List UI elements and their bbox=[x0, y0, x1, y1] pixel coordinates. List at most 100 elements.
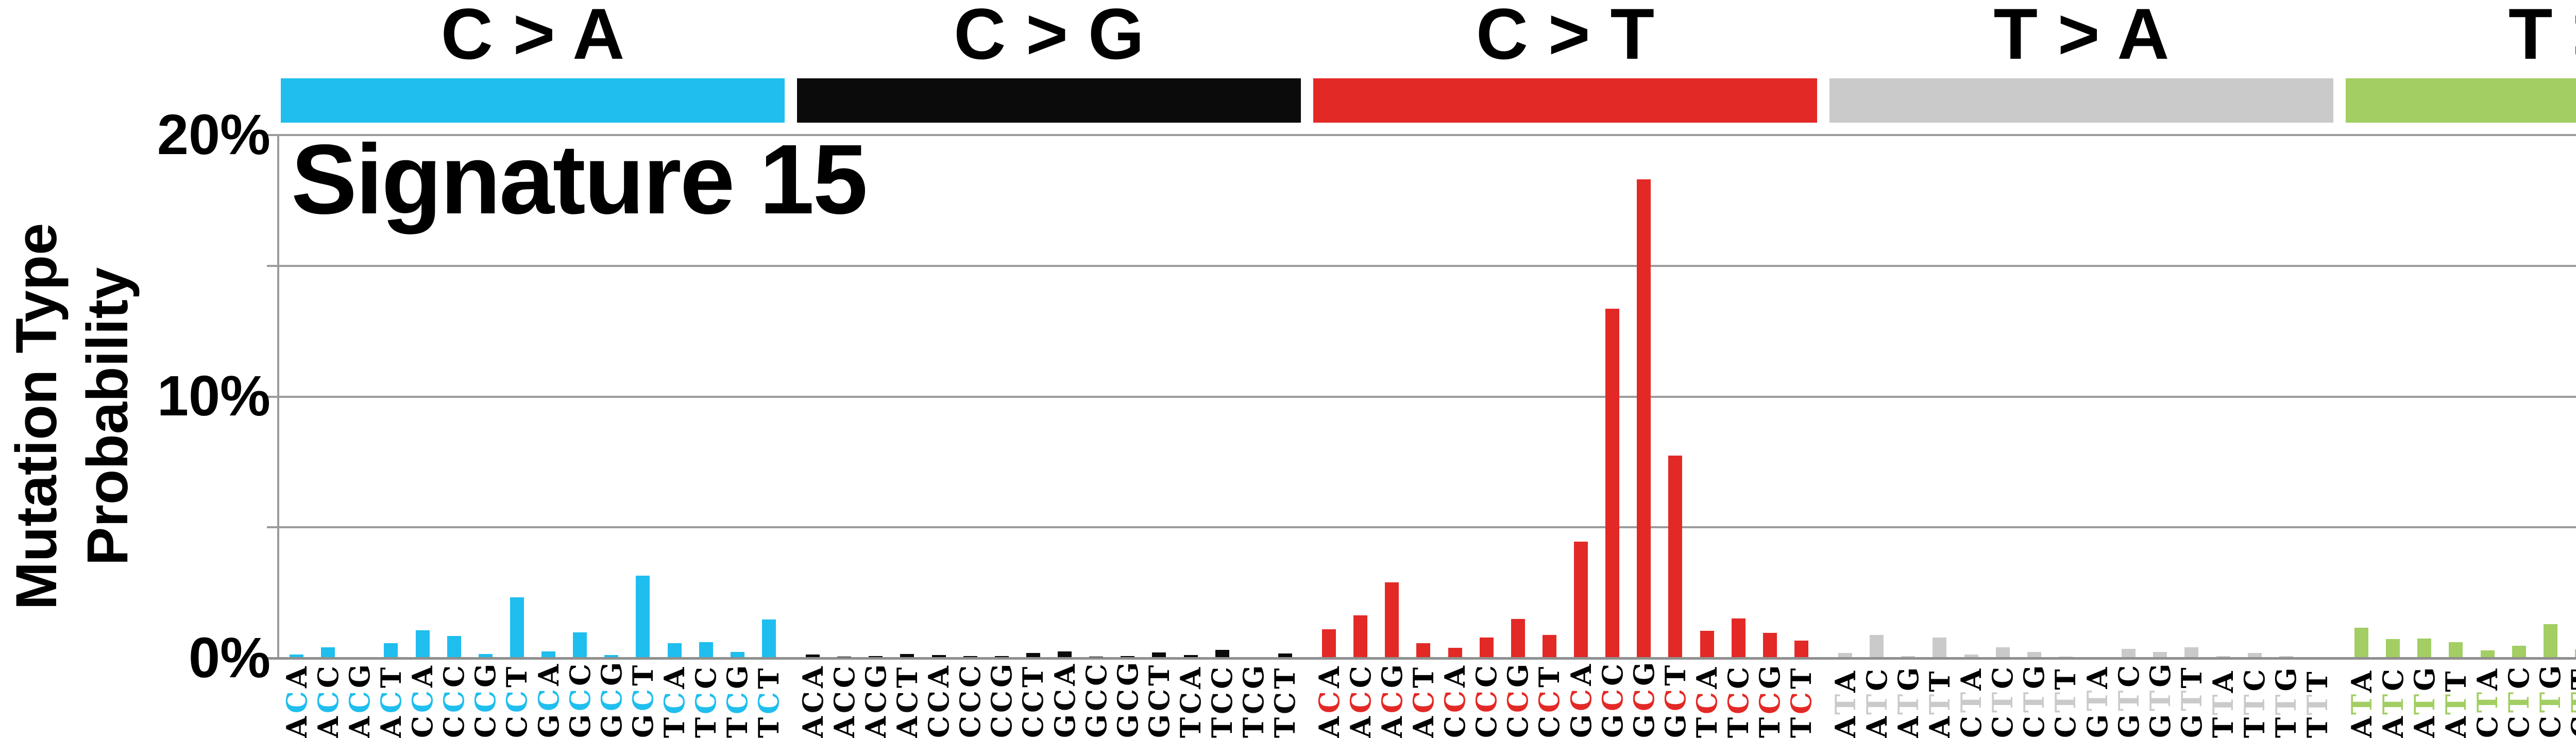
bar-C>T-GCT bbox=[1668, 456, 1683, 658]
context-base: T bbox=[2565, 690, 2576, 713]
x-tick-label-ACT: ACT bbox=[374, 664, 408, 738]
context-base: C bbox=[1690, 689, 1724, 714]
bar-C>T-GCA bbox=[1574, 542, 1588, 658]
context-base: A bbox=[1375, 713, 1409, 738]
context-base: A bbox=[311, 713, 345, 738]
context-base: C bbox=[1406, 688, 1440, 714]
context-base: C bbox=[658, 689, 691, 714]
context-base: C bbox=[954, 713, 987, 738]
x-tick-label-TCC: TCC bbox=[1722, 664, 1755, 738]
context-base: A bbox=[1860, 715, 1893, 738]
x-tick-label-TCG: TCG bbox=[1753, 662, 1787, 738]
context-base: G bbox=[2143, 711, 2177, 738]
context-base: T bbox=[374, 664, 408, 689]
context-base: C bbox=[311, 688, 345, 714]
context-base: C bbox=[469, 713, 502, 738]
context-base: T bbox=[1753, 714, 1787, 738]
context-base: A bbox=[280, 713, 313, 738]
x-tick-label-GTG: GTG bbox=[2143, 661, 2177, 738]
context-base: A bbox=[532, 661, 565, 686]
context-base: C bbox=[1955, 713, 1988, 738]
context-base: C bbox=[1142, 685, 1176, 711]
x-tick-label-TCT: TCT bbox=[1268, 665, 1301, 738]
context-base: C bbox=[1438, 687, 1472, 713]
x-tick-label-ATT: ATT bbox=[2439, 668, 2472, 738]
bar-T>C-ATG bbox=[2417, 639, 2432, 658]
x-tick-label-GCG: GCG bbox=[1628, 659, 1660, 738]
context-base: C bbox=[1079, 660, 1113, 686]
x-tick-label-CCT: CCT bbox=[1533, 664, 1566, 738]
bar-C>A-GCG bbox=[604, 655, 619, 658]
bar-T>A-GTG bbox=[2153, 652, 2167, 658]
bar-T>A-CTA bbox=[1964, 655, 1978, 658]
bar-C>G-GCA bbox=[1058, 651, 1072, 658]
context-base: G bbox=[2408, 664, 2441, 691]
bar-T>A-GTC bbox=[2122, 649, 2136, 658]
context-base: C bbox=[626, 685, 659, 711]
bar-T>A-ATT bbox=[1933, 638, 1947, 658]
context-base: G bbox=[1501, 660, 1535, 688]
context-base: T bbox=[1690, 714, 1724, 738]
context-base: T bbox=[2018, 689, 2051, 713]
gridline-20pct bbox=[267, 134, 2576, 136]
mutation-class-label: T > A bbox=[1993, 0, 2170, 74]
context-base: G bbox=[1891, 664, 1925, 691]
context-base: A bbox=[1174, 664, 1208, 689]
context-base: C bbox=[437, 662, 471, 688]
x-tick-label-CTA: CTA bbox=[1955, 666, 1988, 738]
bar-C>T-TCC bbox=[1731, 618, 1745, 658]
context-base: G bbox=[1237, 662, 1270, 689]
x-tick-label-GCT: GCT bbox=[626, 662, 659, 738]
context-base: C bbox=[2018, 713, 2051, 738]
context-base: G bbox=[2534, 662, 2567, 689]
mutation-class-label: C > A bbox=[440, 0, 625, 74]
context-base: A bbox=[1891, 715, 1925, 738]
context-base: C bbox=[437, 713, 471, 738]
context-base: C bbox=[2534, 713, 2567, 738]
bar-C>G-ACT bbox=[900, 654, 914, 658]
context-base: C bbox=[1501, 713, 1535, 738]
context-base: T bbox=[1142, 662, 1176, 686]
x-tick-label-TCA: TCA bbox=[1174, 664, 1208, 738]
mutation-class-label: C > T bbox=[1476, 0, 1655, 74]
context-base: C bbox=[1470, 662, 1503, 688]
context-base: T bbox=[500, 663, 534, 688]
context-base: G bbox=[469, 660, 502, 688]
context-base: C bbox=[1533, 713, 1566, 738]
ytick-label-10: 10% bbox=[157, 364, 270, 428]
context-base: C bbox=[500, 687, 534, 713]
context-base: A bbox=[1312, 713, 1346, 738]
context-base: A bbox=[1923, 715, 1956, 738]
context-base: A bbox=[343, 713, 376, 738]
context-base: T bbox=[1785, 714, 1818, 738]
bar-C>T-ACC bbox=[1353, 615, 1368, 658]
context-base: T bbox=[2471, 690, 2504, 713]
x-tick-label-ACC: ACC bbox=[828, 663, 861, 738]
context-base: C bbox=[1596, 685, 1629, 711]
x-tick-label-ACA: ACA bbox=[1312, 663, 1346, 738]
context-base: T bbox=[2269, 715, 2303, 738]
context-base: C bbox=[563, 660, 597, 686]
context-base: G bbox=[1564, 711, 1598, 738]
context-base: T bbox=[2049, 666, 2082, 690]
x-tick-label-TCA: TCA bbox=[1690, 664, 1724, 738]
context-base: T bbox=[1860, 691, 1893, 715]
context-base: T bbox=[1923, 668, 1956, 692]
context-base: T bbox=[2502, 689, 2536, 713]
context-base: C bbox=[1470, 713, 1503, 738]
x-tick-label-ACC: ACC bbox=[1344, 663, 1377, 738]
context-base: G bbox=[1048, 711, 1081, 738]
context-base: T bbox=[2238, 691, 2272, 715]
context-base: C bbox=[1533, 687, 1566, 713]
context-base: T bbox=[2049, 690, 2082, 713]
context-base: A bbox=[796, 713, 829, 738]
context-base: A bbox=[280, 663, 313, 689]
x-tick-label-ACA: ACA bbox=[796, 663, 829, 738]
context-base: A bbox=[890, 713, 924, 738]
context-base: T bbox=[1658, 662, 1692, 686]
context-base: T bbox=[1237, 714, 1270, 738]
context-base: C bbox=[1986, 713, 2020, 738]
context-base: T bbox=[1891, 691, 1925, 715]
context-base: G bbox=[859, 661, 892, 689]
context-base: T bbox=[2439, 692, 2472, 715]
